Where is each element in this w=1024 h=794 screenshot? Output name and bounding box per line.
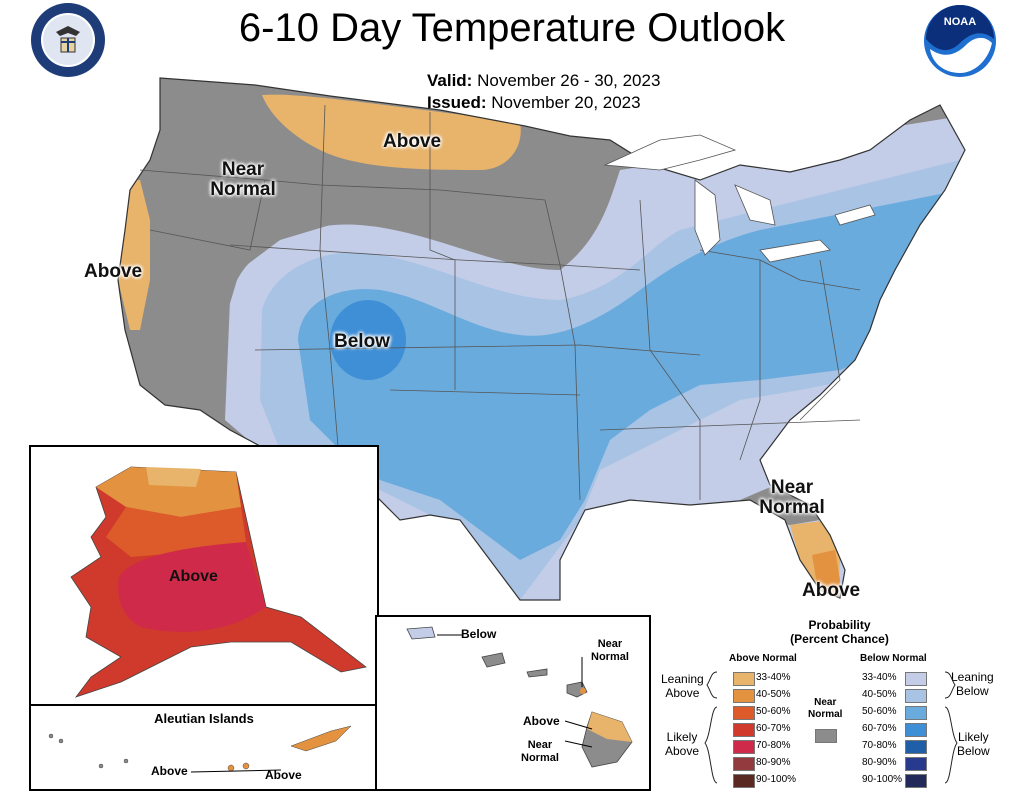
label-hawaii-near-normal-big-line2: Normal: [521, 752, 559, 765]
commerce-seal-logo: [31, 3, 105, 77]
valid-dates: November 26 - 30, 2023: [477, 71, 661, 90]
valid-label: Valid:: [427, 71, 473, 90]
alaska-map: [70, 466, 367, 698]
label-hawaii-near-normal-big-line1: Near: [527, 739, 553, 751]
state-borders: [117, 77, 966, 601]
legend-below-label-3: 60-70%: [862, 723, 897, 734]
label-alaska-above: Above: [169, 568, 218, 585]
noaa-logo: NOAA: [924, 5, 996, 77]
legend-leaning-below-line1: Leaning: [951, 670, 994, 684]
noaa-logo-text: NOAA: [944, 16, 976, 28]
legend-title: Probability (Percent Chance): [655, 618, 1024, 647]
legend-below-swatch-0: [905, 672, 927, 686]
label-hawaii-near-normal-line1: Near: [597, 638, 623, 650]
legend-below-label-6: 90-100%: [862, 774, 903, 785]
aleutian-inset: Aleutian Islands Above Above: [29, 704, 379, 791]
legend-likely-below-line2: Below: [957, 743, 990, 758]
legend-above-swatch-2: [733, 706, 755, 720]
label-below-center: Below: [334, 331, 390, 352]
legend-below-label-0: 33-40%: [862, 672, 897, 683]
legend-below-label-4: 70-80%: [862, 740, 897, 751]
legend-leaning-above: Leaning Above: [661, 672, 704, 701]
label-hawaii-below: Below: [461, 627, 497, 641]
legend-above-label-0: 33-40%: [756, 672, 791, 683]
legend-below-label-2: 50-60%: [862, 706, 897, 717]
issued-date: November 20, 2023: [491, 93, 641, 112]
legend-above-label-4: 70-80%: [756, 740, 791, 751]
legend-likely-above-line1: Likely: [666, 730, 698, 744]
issued-row: Issued: November 20, 2023: [427, 93, 641, 113]
legend-title-line1: Probability: [808, 618, 871, 632]
legend-below-swatch-2: [905, 706, 927, 720]
legend-above-label-2: 50-60%: [756, 706, 791, 717]
label-hawaii-near-normal: Near Normal: [591, 638, 629, 664]
legend-leaning-below-line2: Below: [956, 683, 989, 698]
legend-above-label-6: 90-100%: [756, 774, 797, 785]
legend-above-swatch-4: [733, 740, 755, 754]
label-above-west: Above: [84, 261, 143, 282]
legend-below-header: Below Normal: [860, 653, 927, 664]
legend-near-normal-line2: Normal: [808, 709, 843, 720]
legend-leaning-above-line2: Above: [665, 685, 700, 700]
legend-title-line2: (Percent Chance): [790, 632, 889, 647]
label-aleutian-above-2: Above: [265, 768, 302, 782]
legend-above-swatch-6: [733, 774, 755, 788]
legend-above-label-1: 40-50%: [756, 689, 791, 700]
legend-leaning-below: Leaning Below: [951, 670, 994, 699]
legend-above-label-5: 80-90%: [756, 757, 791, 768]
label-hawaii-near-normal-line2: Normal: [591, 651, 629, 664]
legend-near-normal-swatch: [815, 729, 837, 743]
legend-leaning-above-line1: Leaning: [661, 672, 704, 686]
label-near-normal-nw-line2: Normal: [210, 178, 276, 200]
map-title: 6-10 Day Temperature Outlook: [238, 6, 786, 50]
hawaii-inset: Below Near Normal Above Near Normal: [375, 615, 651, 791]
label-near-normal-nw: Near Normal: [203, 160, 283, 200]
legend-above-swatch-1: [733, 689, 755, 703]
legend-above-swatch-3: [733, 723, 755, 737]
alaska-inset: Above: [29, 445, 379, 708]
legend-likely-below-line1: Likely: [958, 730, 989, 744]
legend-below-label-5: 80-90%: [862, 757, 897, 768]
legend-above-header: Above Normal: [729, 653, 797, 664]
label-above-florida: Above: [802, 580, 861, 601]
legend-near-normal-line1: Near: [814, 697, 837, 708]
aleutian-title: Aleutian Islands: [154, 711, 254, 726]
legend-above-swatch-5: [733, 757, 755, 771]
label-aleutian-above-1: Above: [151, 764, 188, 778]
hawaii-map: [406, 626, 633, 768]
legend-below-swatch-3: [905, 723, 927, 737]
legend-below-swatch-1: [905, 689, 927, 703]
label-near-normal-nw-line1: Near: [221, 159, 265, 180]
label-near-normal-se: Near Normal: [752, 478, 832, 518]
legend-braces: [704, 671, 958, 784]
great-lakes: [603, 134, 876, 263]
legend-below-label-1: 40-50%: [862, 689, 897, 700]
issued-label: Issued:: [427, 93, 487, 112]
legend-near-normal: Near Normal: [808, 697, 842, 721]
legend-above-label-3: 60-70%: [756, 723, 791, 734]
legend-likely-above-line2: Above: [665, 743, 700, 758]
legend-likely-below: Likely Below: [957, 730, 990, 759]
label-above-north: Above: [383, 131, 442, 152]
aleutian-map: [48, 725, 352, 773]
legend-above-swatch-0: [733, 672, 755, 686]
legend-below-swatch-6: [905, 774, 927, 788]
label-near-normal-se-line2: Normal: [759, 496, 825, 518]
legend-below-swatch-4: [905, 740, 927, 754]
label-hawaii-near-normal-big: Near Normal: [521, 739, 559, 765]
valid-row: Valid: November 26 - 30, 2023: [427, 71, 660, 91]
legend: Probability (Percent Chance) Above Norma…: [655, 615, 1024, 791]
label-hawaii-above: Above: [523, 714, 560, 728]
legend-likely-above: Likely Above: [665, 730, 700, 759]
label-near-normal-se-line1: Near: [770, 477, 814, 498]
legend-below-swatch-5: [905, 757, 927, 771]
